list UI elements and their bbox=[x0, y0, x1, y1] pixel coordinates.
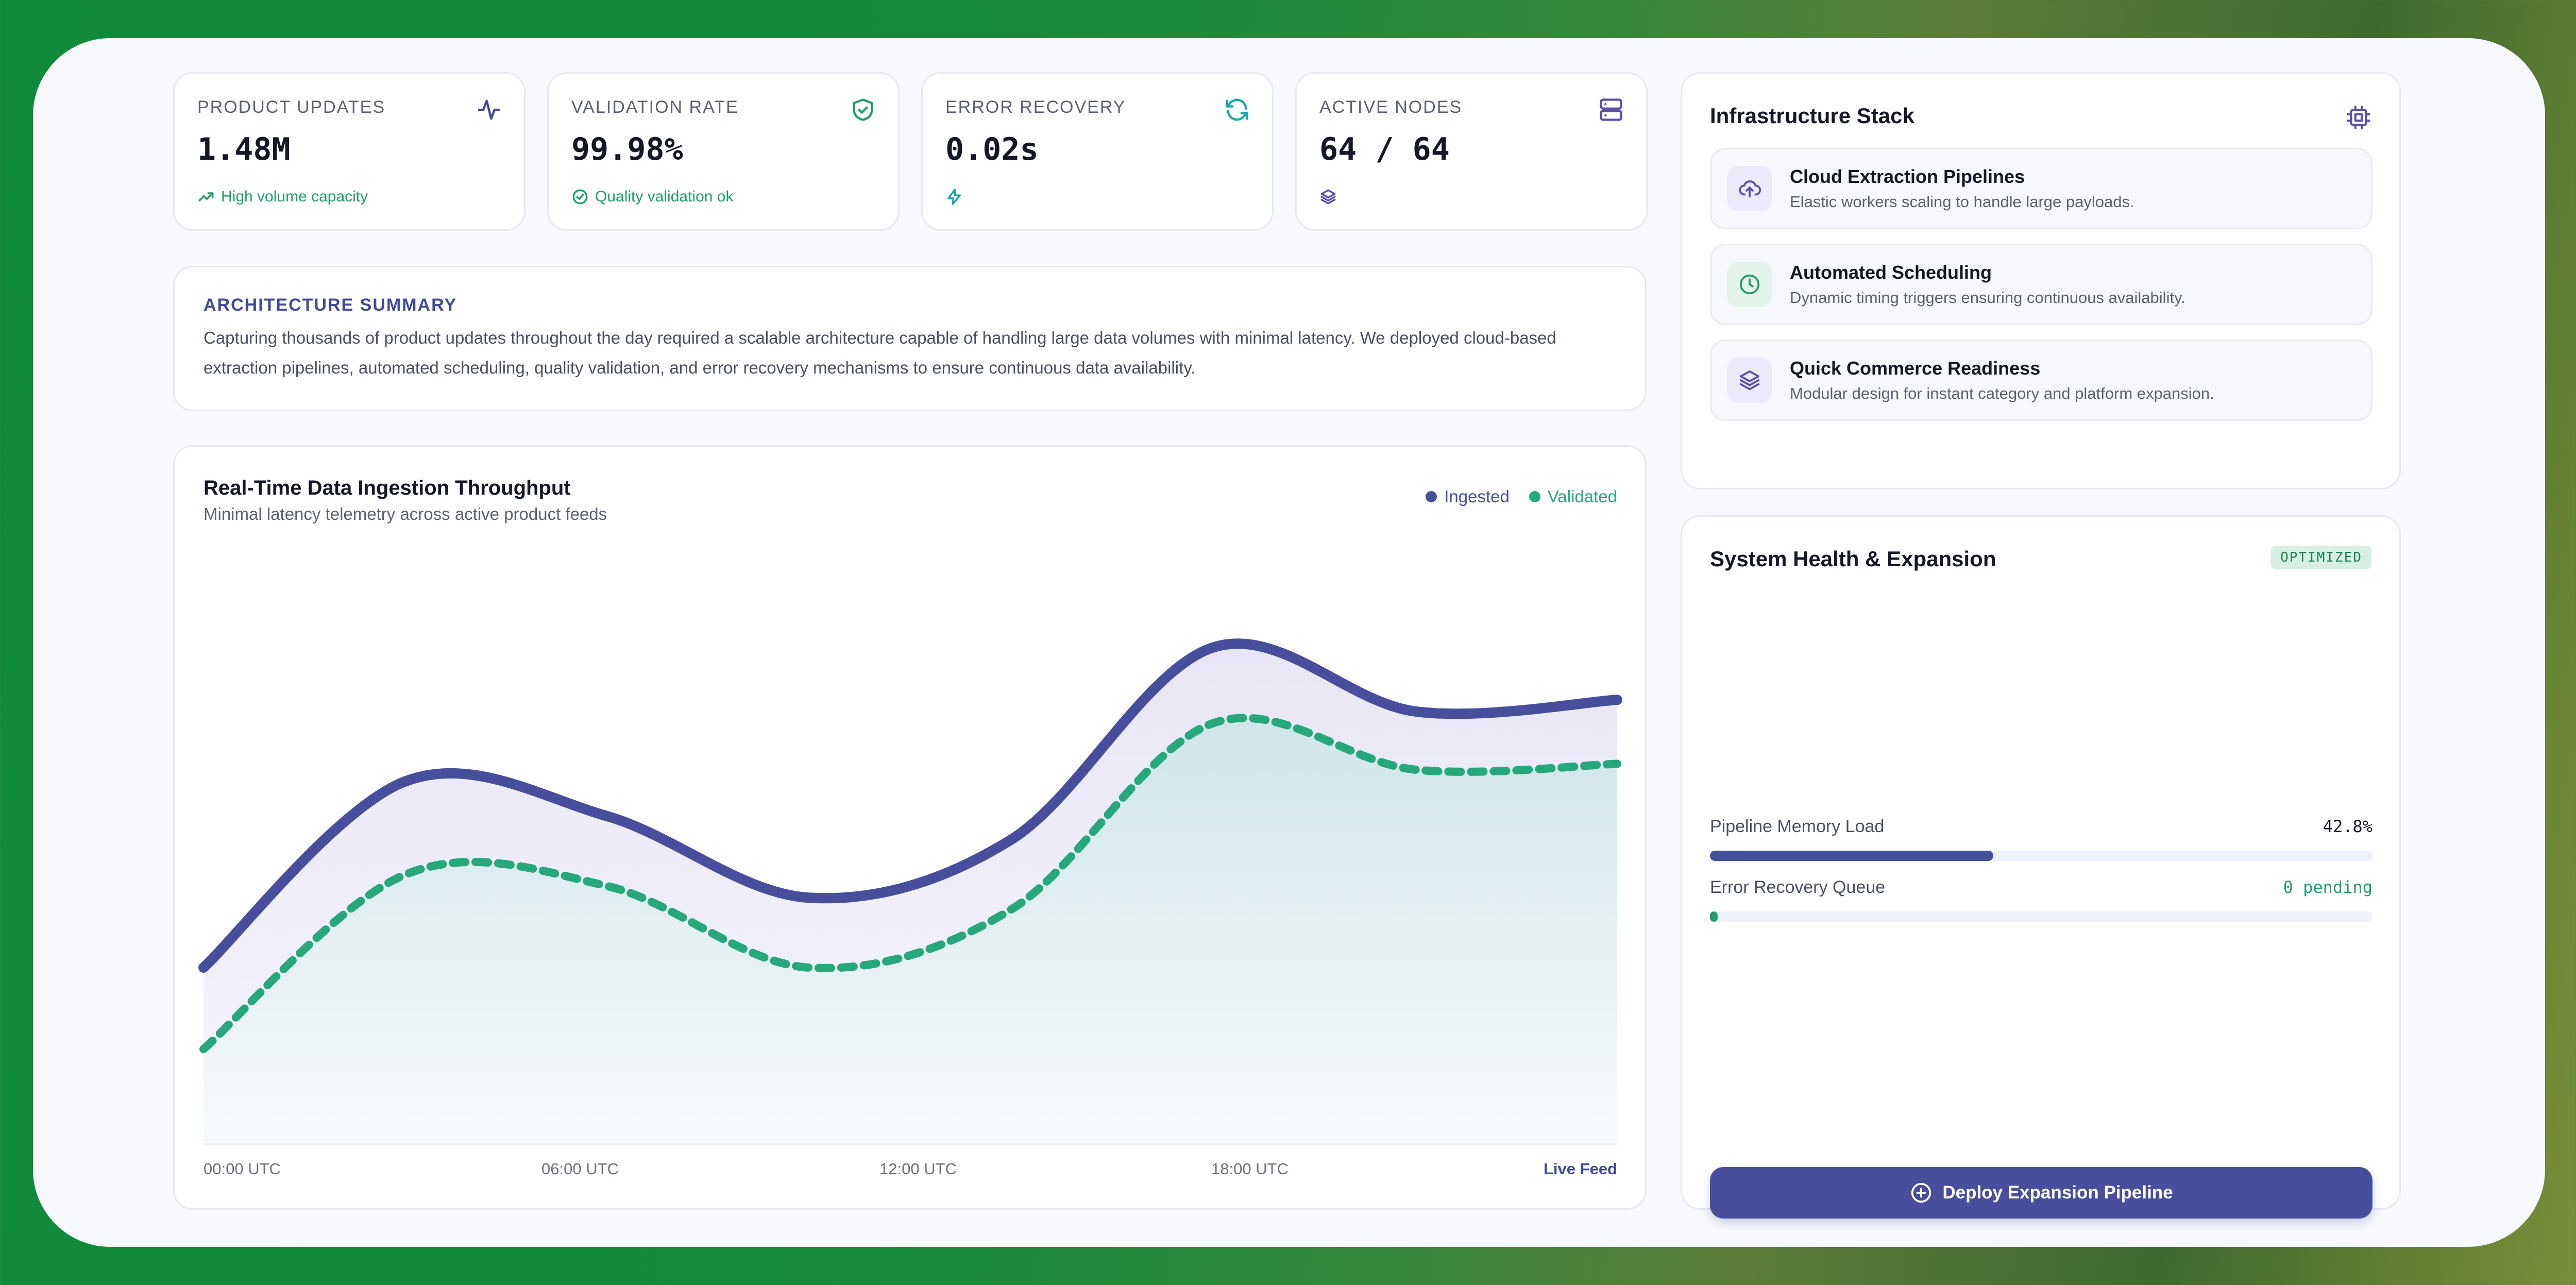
server-icon bbox=[1600, 98, 1622, 121]
infra-item-icon-box bbox=[1727, 358, 1772, 403]
stat-sub bbox=[1319, 188, 1337, 206]
throughput-chart-card: Real-Time Data Ingestion Throughput Mini… bbox=[173, 445, 1647, 1210]
summary-title: ARCHITECTURE SUMMARY bbox=[204, 295, 457, 315]
stat-value: 0.02s bbox=[945, 131, 1039, 167]
infra-item-desc: Modular design for instant category and … bbox=[1790, 384, 2214, 402]
metric-label: Pipeline Memory Load bbox=[1710, 817, 1885, 836]
legend-label: Validated bbox=[1547, 487, 1617, 506]
shield-check-icon bbox=[853, 98, 873, 121]
throughput-chart bbox=[198, 638, 1622, 1142]
x-tick-label: 00:00 UTC bbox=[204, 1160, 281, 1178]
chart-subtitle: Minimal latency telemetry across active … bbox=[204, 504, 607, 523]
plus-circle-icon bbox=[1911, 1182, 1931, 1203]
cpu-icon bbox=[2347, 106, 2370, 129]
infra-item-automated-scheduling[interactable]: Automated Scheduling Dynamic timing trig… bbox=[1710, 244, 2372, 325]
metric-label: Error Recovery Queue bbox=[1710, 877, 1886, 897]
bolt-icon bbox=[947, 189, 961, 205]
x-tick-label: 06:00 UTC bbox=[541, 1160, 619, 1178]
stat-sub-text: Quality validation ok bbox=[595, 188, 734, 205]
x-axis-line bbox=[204, 1143, 1617, 1145]
refresh-icon bbox=[1226, 98, 1248, 121]
check-circle-icon bbox=[572, 189, 588, 205]
legend-item-ingested: Ingested bbox=[1426, 487, 1510, 506]
stat-card-active-nodes: ACTIVE NODES 64 / 64 bbox=[1295, 72, 1648, 231]
chart-title: Real-Time Data Ingestion Throughput bbox=[204, 477, 571, 499]
stat-label: ACTIVE NODES bbox=[1319, 97, 1463, 117]
metric-track bbox=[1710, 911, 2372, 922]
infra-item-title: Automated Scheduling bbox=[1790, 262, 1992, 283]
metric-fill bbox=[1710, 851, 1994, 861]
stat-label: PRODUCT UPDATES bbox=[197, 97, 386, 117]
dashboard-panel: PRODUCT UPDATES 1.48M High volume capaci… bbox=[33, 38, 2545, 1247]
infra-item-desc: Elastic workers scaling to handle large … bbox=[1790, 193, 2134, 211]
series-line-validated bbox=[199, 714, 1621, 1054]
stat-value: 64 / 64 bbox=[1319, 131, 1450, 167]
stat-card-product-updates: PRODUCT UPDATES 1.48M High volume capaci… bbox=[173, 72, 526, 231]
infra-item-icon-box bbox=[1727, 166, 1772, 211]
activity-icon bbox=[478, 99, 500, 120]
series-line-ingested bbox=[198, 638, 1622, 973]
deploy-expansion-button[interactable]: Deploy Expansion Pipeline bbox=[1710, 1167, 2372, 1219]
chart-legend: Ingested Validated bbox=[1426, 487, 1617, 506]
trending-up-icon bbox=[198, 192, 214, 201]
metric-track bbox=[1710, 851, 2372, 861]
live-feed-link[interactable]: Live Feed bbox=[1544, 1160, 1617, 1178]
deploy-button-label: Deploy Expansion Pipeline bbox=[1942, 1182, 2173, 1203]
clock-icon bbox=[1739, 274, 1760, 295]
infra-item-title: Quick Commerce Readiness bbox=[1790, 358, 2041, 379]
layers-icon bbox=[1320, 189, 1336, 205]
legend-item-validated: Validated bbox=[1529, 487, 1617, 506]
stat-value: 99.98% bbox=[571, 131, 683, 167]
stat-sub-text: High volume capacity bbox=[221, 188, 368, 205]
infra-item-title: Cloud Extraction Pipelines bbox=[1790, 166, 2025, 187]
stat-sub: Quality validation ok bbox=[571, 188, 733, 206]
stat-value: 1.48M bbox=[197, 131, 291, 167]
system-health-card: System Health & Expansion OPTIMIZED Pipe… bbox=[1681, 515, 2401, 1219]
infra-item-cloud-extraction[interactable]: Cloud Extraction Pipelines Elastic worke… bbox=[1710, 148, 2372, 229]
x-tick-label: 18:00 UTC bbox=[1211, 1160, 1289, 1178]
layers-icon bbox=[1739, 370, 1760, 391]
architecture-summary-card: ARCHITECTURE SUMMARY Capturing thousands… bbox=[173, 266, 1647, 411]
health-title: System Health & Expansion bbox=[1710, 547, 1996, 571]
stat-sub: High volume capacity bbox=[197, 188, 368, 206]
stat-label: VALIDATION RATE bbox=[571, 97, 739, 117]
stat-sub bbox=[945, 188, 963, 206]
metric-value: 0 pending bbox=[2283, 877, 2372, 897]
infra-item-icon-box bbox=[1727, 262, 1772, 307]
x-tick-label: 12:00 UTC bbox=[879, 1160, 957, 1178]
summary-body: Capturing thousands of product updates t… bbox=[204, 328, 1556, 377]
legend-label: Ingested bbox=[1444, 487, 1510, 506]
infrastructure-stack-card: Infrastructure Stack Cloud Extraction Pi… bbox=[1681, 72, 2401, 489]
metric-value: 42.8% bbox=[2323, 817, 2372, 836]
legend-dot bbox=[1426, 491, 1437, 502]
infrastructure-title: Infrastructure Stack bbox=[1710, 104, 1914, 128]
infra-item-quick-commerce[interactable]: Quick Commerce Readiness Modular design … bbox=[1710, 340, 2372, 421]
stat-card-validation-rate: VALIDATION RATE 99.98% Quality validatio… bbox=[547, 72, 900, 231]
stat-card-error-recovery: ERROR RECOVERY 0.02s bbox=[921, 72, 1274, 231]
cloud-upload-icon bbox=[1739, 180, 1761, 198]
metric-fill bbox=[1710, 911, 1718, 922]
stat-label: ERROR RECOVERY bbox=[945, 97, 1126, 117]
legend-dot bbox=[1529, 491, 1540, 502]
infra-item-desc: Dynamic timing triggers ensuring continu… bbox=[1790, 289, 2185, 307]
status-badge: OPTIMIZED bbox=[2271, 546, 2371, 569]
area-validated bbox=[204, 718, 1617, 1142]
